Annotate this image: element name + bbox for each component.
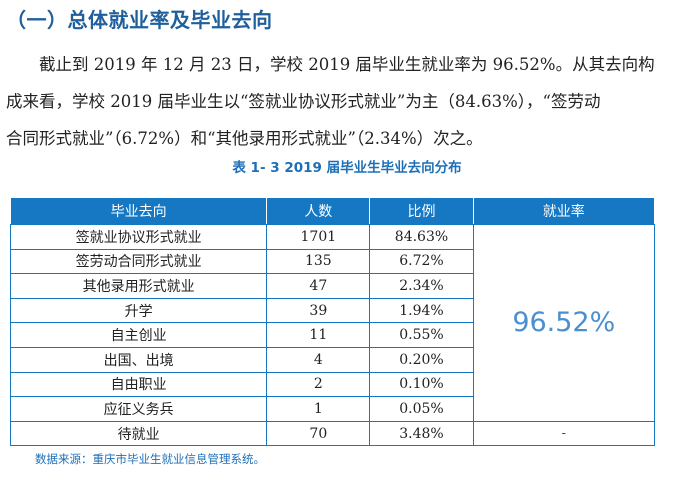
header-employment-rate: 就业率 [472, 197, 656, 225]
header-count: 人数 [266, 197, 371, 225]
cell-ratio: 84.63% [369, 224, 474, 250]
cell-ratio: 6.72% [369, 248, 474, 275]
table-title: 表 1- 3 2019 届毕业生毕业去向分布 [232, 160, 462, 176]
cell-destination: 待就业 [9, 420, 268, 447]
paragraph-line-1: 截止到 2019 年 12 月 23 日，学校 2019 届毕业生就业率为 96… [39, 55, 655, 74]
cell-count: 11 [266, 322, 371, 348]
cell-count: 47 [266, 273, 371, 299]
cell-destination: 签劳动合同形式就业 [9, 248, 268, 275]
data-source-note: 数据来源：重庆市毕业生就业信息管理系统。 [35, 452, 265, 466]
table-row: 自由职业 2 0.10% [9, 371, 655, 398]
table-row: 其他录用形式就业 47 2.34% [9, 273, 655, 299]
summary-paragraph: 截止到 2019 年 12 月 23 日，学校 2019 届毕业生就业率为 96… [6, 46, 676, 157]
cell-destination: 自由职业 [9, 371, 268, 398]
cell-ratio: 3.48% [369, 420, 474, 447]
cell-count: 1 [266, 396, 371, 422]
destination-table: 毕业去向 人数 比例 就业率 签就业协议形式就业 1701 84.63% 96.… [9, 197, 656, 447]
employment-rate-cell: 96.52% [472, 224, 656, 422]
table-row: 签就业协议形式就业 1701 84.63% 96.52% [9, 224, 656, 422]
table-header-row: 毕业去向 人数 比例 就业率 [9, 197, 656, 225]
unemployed-rate-cell: - [472, 420, 656, 447]
cell-destination: 升学 [9, 297, 268, 324]
header-destination: 毕业去向 [9, 197, 268, 225]
cell-ratio: 2.34% [369, 273, 474, 299]
header-ratio: 比例 [369, 197, 474, 225]
cell-count: 4 [266, 346, 371, 373]
cell-ratio: 0.05% [369, 396, 474, 422]
cell-count: 2 [266, 371, 371, 398]
section-heading: （一）总体就业率及毕业去向 [6, 8, 273, 32]
table-row: 自主创业 11 0.55% [9, 322, 655, 348]
cell-count: 1701 [266, 224, 371, 250]
cell-ratio: 1.94% [369, 297, 474, 324]
table-row: 待就业 70 3.48% - [9, 420, 656, 447]
cell-destination: 签就业协议形式就业 [9, 224, 268, 250]
cell-destination: 出国、出境 [9, 346, 268, 373]
cell-count: 135 [266, 248, 371, 275]
table-row: 升学 39 1.94% [9, 297, 655, 324]
cell-destination: 自主创业 [9, 322, 268, 348]
paragraph-line-3: 合同形式就业”（6.72%）和“其他录用形式就业”（2.34%）次之。 [6, 129, 483, 148]
cell-destination: 其他录用形式就业 [9, 273, 268, 299]
cell-destination: 应征义务兵 [9, 396, 268, 422]
cell-count: 39 [266, 297, 371, 324]
cell-ratio: 0.55% [369, 322, 474, 348]
cell-ratio: 0.10% [369, 371, 474, 398]
cell-ratio: 0.20% [369, 346, 474, 373]
table-row: 应征义务兵 1 0.05% [9, 396, 655, 422]
paragraph-line-2: 成来看，学校 2019 届毕业生以“签就业协议形式就业”为主（84.63%），“… [6, 92, 601, 111]
table-row: 签劳动合同形式就业 135 6.72% [9, 248, 655, 275]
cell-count: 70 [266, 420, 371, 447]
